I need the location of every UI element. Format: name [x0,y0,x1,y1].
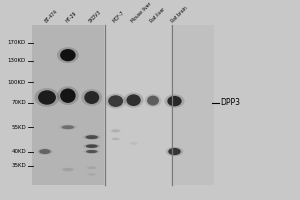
Ellipse shape [39,149,51,154]
Ellipse shape [83,135,100,140]
Bar [174,25,214,185]
Ellipse shape [60,88,76,103]
Text: HT-29: HT-29 [64,11,77,24]
Text: 170KD: 170KD [8,40,26,45]
Ellipse shape [84,149,100,154]
Ellipse shape [62,168,73,171]
Ellipse shape [84,91,99,104]
Ellipse shape [147,96,159,106]
Text: SKOV3: SKOV3 [88,9,103,24]
Text: 40KD: 40KD [11,149,26,154]
Bar [32,25,104,185]
Ellipse shape [112,138,119,140]
Text: Rat liver: Rat liver [149,7,167,24]
Text: Mouse liver: Mouse liver [130,1,152,24]
Ellipse shape [85,166,98,169]
Ellipse shape [166,147,183,156]
Text: 70KD: 70KD [11,100,26,105]
Ellipse shape [130,142,137,145]
Ellipse shape [37,148,53,155]
Ellipse shape [59,125,77,130]
Text: 55KD: 55KD [11,125,26,130]
Ellipse shape [88,173,95,176]
Ellipse shape [57,86,79,105]
Ellipse shape [60,49,76,61]
Ellipse shape [86,150,98,153]
Ellipse shape [145,94,161,107]
Text: 35KD: 35KD [11,163,26,168]
Ellipse shape [57,47,79,63]
Ellipse shape [85,135,98,139]
Ellipse shape [126,94,141,106]
Ellipse shape [124,93,144,108]
Text: Rat brain: Rat brain [170,5,189,24]
Ellipse shape [167,96,182,106]
Ellipse shape [61,125,74,129]
Text: BT-474: BT-474 [44,9,58,24]
Ellipse shape [168,148,181,155]
Ellipse shape [83,144,100,148]
Ellipse shape [110,137,121,140]
Ellipse shape [112,129,120,132]
Ellipse shape [81,89,102,106]
Ellipse shape [60,167,75,172]
Ellipse shape [128,142,139,145]
Text: MCF-7: MCF-7 [112,10,126,24]
Text: DPP3: DPP3 [220,98,240,107]
Ellipse shape [86,144,98,148]
Ellipse shape [38,90,56,105]
Bar [107,25,171,185]
Ellipse shape [105,93,126,109]
Ellipse shape [110,129,122,133]
Text: 100KD: 100KD [8,80,26,85]
Ellipse shape [108,95,123,107]
Text: 130KD: 130KD [8,58,26,63]
Ellipse shape [34,88,59,107]
Ellipse shape [164,94,184,108]
Ellipse shape [87,167,96,169]
